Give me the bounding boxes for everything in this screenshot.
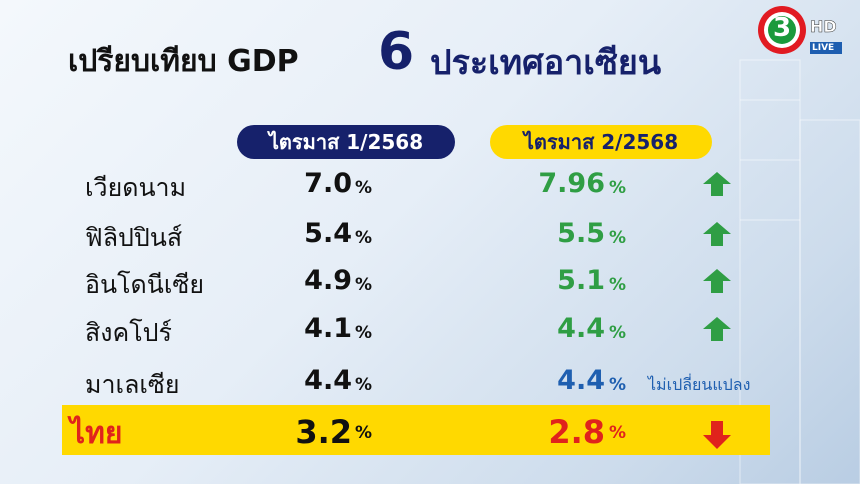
q1-value: 4.1 xyxy=(304,313,352,344)
highlight-band xyxy=(62,405,770,455)
q1-value: 5.4 xyxy=(304,218,352,249)
q1-unit: % xyxy=(355,423,373,443)
q1-unit: % xyxy=(355,375,373,395)
q2-unit: % xyxy=(609,228,627,248)
q1-unit: % xyxy=(355,178,373,198)
down-arrow xyxy=(703,421,731,449)
logo-number: 3 xyxy=(772,13,792,43)
q2-unit: % xyxy=(609,323,627,343)
q1-value: 4.9 xyxy=(304,265,352,296)
q1-unit: % xyxy=(355,275,373,295)
q2-value: 4.4 xyxy=(557,313,605,344)
q2-unit: % xyxy=(609,275,627,295)
q2-value: 7.96 xyxy=(538,168,605,199)
q2-unit: % xyxy=(609,375,627,395)
column-header: ไตรมาส 1/2568 xyxy=(237,125,455,159)
q2-unit: % xyxy=(609,178,627,198)
up-arrow xyxy=(703,317,731,341)
status-note: ไม่เปลี่ยนแปลง xyxy=(648,375,751,394)
up-arrow xyxy=(703,269,731,293)
up-arrow xyxy=(703,222,731,246)
q1-value: 4.4 xyxy=(304,365,352,396)
q1-value: 3.2 xyxy=(295,413,352,451)
logo-hd: HD xyxy=(810,17,837,37)
channel-logo xyxy=(758,6,842,54)
country-name: ฟิลิปปินส์ xyxy=(85,223,183,252)
country-name: เวียดนาม xyxy=(85,173,187,202)
q2-value: 2.8 xyxy=(548,413,605,451)
title-number: 6 xyxy=(378,22,415,82)
logo-live: LIVE xyxy=(812,43,835,53)
country-name: อินโดนีเซีย xyxy=(85,270,205,299)
up-arrow xyxy=(703,172,731,196)
q1-unit: % xyxy=(355,323,373,343)
q2-unit: % xyxy=(609,423,627,443)
column-header: ไตรมาส 2/2568 xyxy=(490,125,712,159)
q1-value: 7.0 xyxy=(304,168,352,199)
country-name: สิงคโปร์ xyxy=(85,318,172,347)
country-name: มาเลเซีย xyxy=(85,370,180,399)
q2-value: 4.4 xyxy=(557,365,605,396)
q1-unit: % xyxy=(355,228,373,248)
title-subject: ประเทศอาเซียน xyxy=(430,43,662,83)
q2-value: 5.5 xyxy=(557,218,605,249)
country-name: ไทย xyxy=(70,416,123,451)
title-main: เปรียบเทียบ GDP xyxy=(68,44,299,79)
q2-value: 5.1 xyxy=(557,265,605,296)
